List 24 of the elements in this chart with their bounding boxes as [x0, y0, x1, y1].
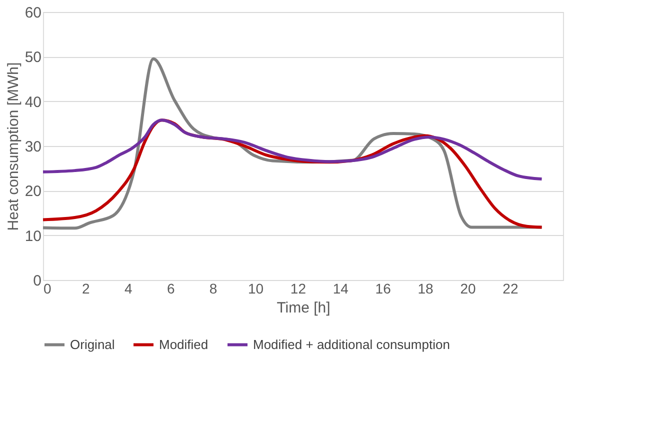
x-tick-label: 22: [502, 280, 518, 296]
y-tick-label: 30: [24, 138, 42, 156]
y-tick-label: 40: [24, 94, 42, 111]
y-axis-title: Heat consumption [MWh]: [4, 62, 22, 231]
x-tick-label: 0: [44, 280, 52, 296]
y-tick-label: 60: [24, 4, 42, 22]
y-tick-label: 10: [24, 228, 42, 245]
y-tick-label: 50: [24, 49, 42, 66]
line-series: [42, 118, 544, 181]
x-tick-label: 4: [124, 280, 132, 296]
legend-label: Modified + additional consumption: [253, 336, 450, 352]
x-tick-label: 8: [209, 280, 218, 296]
x-tick-label: 10: [248, 280, 264, 296]
x-tick-label: 12: [290, 280, 306, 296]
x-tick-label: 20: [460, 280, 476, 296]
y-tick-label: 20: [24, 183, 42, 200]
x-tick-label: 16: [375, 280, 392, 296]
x-tick-label: 14: [332, 280, 349, 296]
x-tick-label: 6: [166, 280, 175, 296]
legend-label: Modified: [159, 336, 208, 352]
x-tick-label: 2: [82, 280, 90, 296]
x-tick-label: 18: [418, 280, 434, 296]
x-axis-title: Time [h]: [276, 300, 330, 316]
legend-label: Original: [70, 336, 115, 352]
